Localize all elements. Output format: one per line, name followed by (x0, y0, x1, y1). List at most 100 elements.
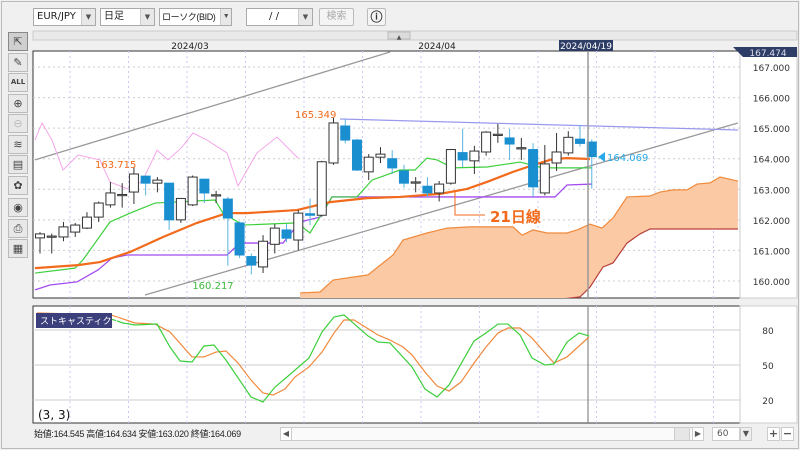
candle-body (481, 131, 492, 153)
chevron-down-icon: ▼ (140, 9, 154, 25)
lagging-span-line (34, 121, 299, 191)
candle (375, 147, 386, 163)
candle-body (528, 149, 539, 188)
candle-body (234, 222, 245, 256)
printer-icon[interactable]: ⎙ (8, 218, 28, 238)
candle (445, 148, 456, 185)
high-value: 高値:164.634 (86, 429, 137, 439)
erase-all-icon[interactable]: ALL (8, 73, 28, 92)
ohlc-readout: 始値:164.545 高値:164.634 安値:163.020 終値:164.… (34, 427, 278, 441)
bar-count-select[interactable]: 60 (712, 427, 740, 441)
candle-body (363, 156, 374, 173)
zoom-out-icon[interactable]: ⊖ (8, 114, 28, 133)
candle (481, 131, 492, 156)
shapes-icon[interactable]: ✿ (8, 175, 28, 195)
cursor-date-badge (559, 40, 613, 51)
span-a-line (300, 176, 739, 294)
stoch-tick-label: 20 (762, 397, 774, 407)
candle (398, 164, 409, 188)
top-price-badge (733, 47, 797, 57)
candle (222, 196, 233, 266)
candle-body (187, 176, 198, 206)
eye-icon[interactable]: ◉ (8, 198, 28, 217)
candle-body (375, 153, 386, 158)
candle-body (539, 163, 550, 194)
date-input[interactable]: / / ▼ (246, 8, 313, 26)
chart-type-select[interactable]: ローソク(BID) ▼ (159, 8, 232, 26)
zoom-out-button[interactable]: − (781, 427, 794, 441)
candle-body (516, 147, 527, 150)
candle (117, 183, 128, 208)
candle-body (422, 185, 433, 194)
candle (70, 222, 81, 237)
candle-body (575, 138, 586, 144)
trend-line-lower (144, 122, 739, 296)
candle-body (258, 240, 269, 268)
main-grid (33, 51, 740, 298)
stoch-axis (739, 305, 798, 424)
grid-table-icon[interactable]: ▦ (8, 239, 28, 258)
scroll-left-button[interactable]: ◀ (280, 427, 292, 441)
search-button[interactable]: 検索 (319, 8, 354, 26)
ichimoku-cloud (300, 177, 738, 298)
candle-body (164, 182, 175, 221)
candle (539, 144, 550, 196)
collapse-tab (387, 31, 411, 40)
conversion-line (34, 157, 593, 274)
bar-count-value: 60 (717, 429, 729, 439)
candle (516, 137, 527, 160)
candle-body (211, 194, 222, 197)
scroll-thumb[interactable] (674, 427, 690, 441)
chevron-down-icon[interactable]: ▼ (740, 427, 752, 441)
candle-body (140, 175, 151, 184)
month-label: 2024/03 (171, 42, 208, 52)
candle-body (58, 226, 69, 238)
horizontal-scrollbar[interactable] (280, 427, 704, 441)
candle-body (410, 181, 421, 184)
scroll-up-icon: ▲ (397, 34, 402, 41)
cursor-icon[interactable]: ⇱ (8, 32, 28, 51)
zoom-in-icon[interactable]: ⊕ (8, 93, 28, 113)
symbol-select[interactable]: EUR/JPY ▼ (33, 8, 96, 26)
candle-body (93, 202, 104, 218)
candle (46, 233, 57, 254)
candle (93, 201, 104, 222)
indicator-icon[interactable]: ≋ (8, 134, 28, 154)
top-price: 167.474 (749, 49, 786, 59)
candle (58, 221, 69, 242)
high-label: 165.349 (295, 110, 336, 121)
candle (305, 198, 316, 226)
candle-body (293, 212, 304, 241)
candle-body (46, 235, 57, 238)
zoom-in-button[interactable]: + (767, 427, 780, 441)
pencil-icon[interactable]: ✎ (8, 52, 28, 72)
price-tick-label: 165.000 (753, 125, 790, 135)
candle-body (445, 149, 456, 184)
span-b-line (565, 228, 738, 298)
candle-body (105, 192, 116, 206)
candle-body (70, 224, 81, 233)
candle (81, 212, 92, 230)
info-circle-icon[interactable]: ⓘ (367, 8, 386, 26)
candle (234, 221, 245, 259)
price-tick-label: 163.000 (753, 186, 790, 196)
candle (410, 177, 421, 193)
chevron-down-icon: ▼ (220, 9, 231, 25)
candle-body (222, 198, 233, 219)
candle (293, 210, 304, 251)
candle-body (175, 197, 186, 221)
candle (551, 133, 562, 171)
scroll-right-button[interactable]: ▶ (692, 427, 704, 441)
numbers-table-icon[interactable]: ▤ (8, 155, 28, 174)
timeframe-select[interactable]: 日足 ▼ (100, 8, 155, 26)
candle-body (269, 227, 280, 245)
chevron-down-icon: ▼ (298, 9, 312, 25)
candle-body (246, 256, 257, 266)
candle (269, 224, 280, 254)
candle-body (551, 151, 562, 164)
month-label: 2024/04 (418, 42, 456, 52)
candle (457, 128, 468, 167)
last-price-label: 164.069 (607, 153, 648, 164)
